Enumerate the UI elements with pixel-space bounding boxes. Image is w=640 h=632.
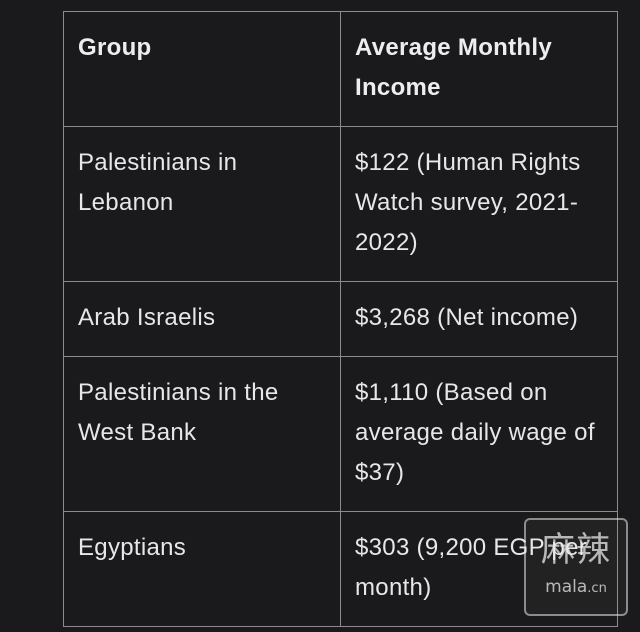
- cell-group: Egyptians: [63, 511, 341, 627]
- watermark-site: mala: [545, 577, 588, 597]
- cell-group: Palestinians in Lebanon: [63, 126, 341, 282]
- watermark-url: mala.cn: [526, 576, 626, 600]
- watermark-logo-text: 麻辣: [541, 530, 611, 570]
- table-header-row: Group Average Monthly Income: [63, 11, 618, 127]
- header-group: Group: [63, 11, 341, 127]
- cell-group: Arab Israelis: [63, 281, 341, 357]
- income-table: Group Average Monthly Income Palestinian…: [63, 11, 618, 627]
- table-row: Palestinians in Lebanon $122 (Human Righ…: [63, 126, 618, 282]
- cell-group: Palestinians in the West Bank: [63, 356, 341, 512]
- table-row: Arab Israelis $3,268 (Net income): [63, 281, 618, 357]
- table-row: Egyptians $303 (9,200 EGP per month): [63, 511, 618, 627]
- watermark-tld: .cn: [587, 581, 607, 596]
- cell-income: $3,268 (Net income): [340, 281, 618, 357]
- header-average-monthly-income: Average Monthly Income: [340, 11, 618, 127]
- watermark-logo: 麻辣 mala.cn: [524, 518, 628, 616]
- cell-income: $122 (Human Rights Watch survey, 2021-20…: [340, 126, 618, 282]
- table-row: Palestinians in the West Bank $1,110 (Ba…: [63, 356, 618, 512]
- cell-income: $1,110 (Based on average daily wage of $…: [340, 356, 618, 512]
- cell-income: $303 (9,200 EGP per month): [340, 511, 618, 627]
